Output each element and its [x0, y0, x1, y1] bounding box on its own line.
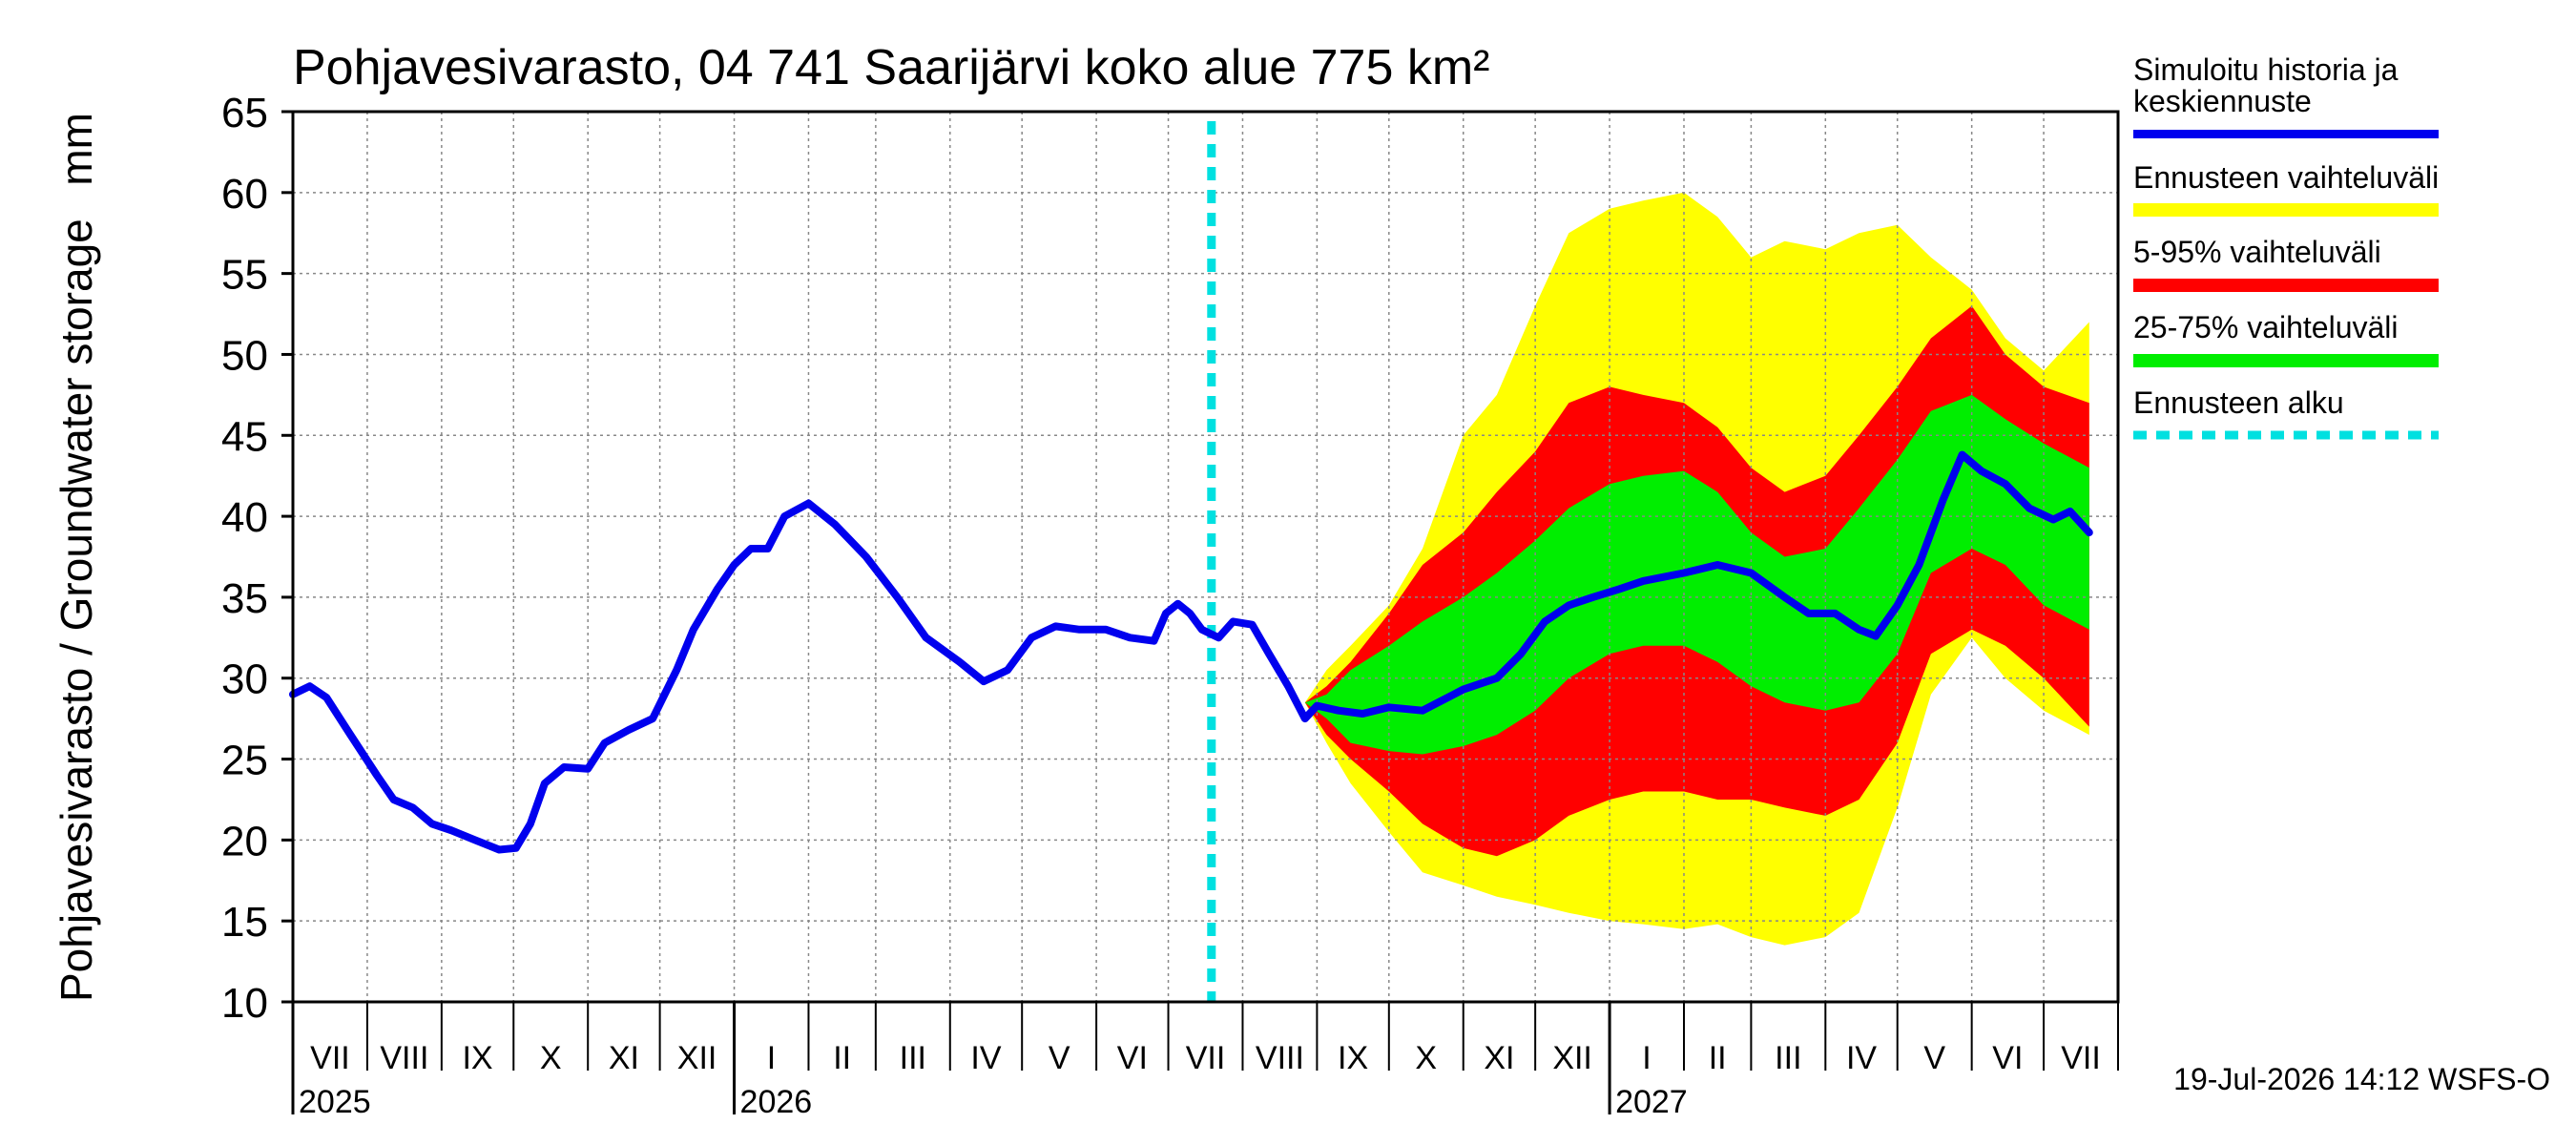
month-label: I	[1642, 1040, 1651, 1076]
month-label: V	[1049, 1040, 1070, 1076]
month-label: VII	[1186, 1040, 1226, 1076]
grid	[293, 112, 2118, 1002]
year-label: 2025	[299, 1084, 371, 1120]
y-tick-label: 35	[221, 575, 268, 622]
legend-swatch-range	[2133, 203, 2439, 217]
month-label: IV	[970, 1040, 1001, 1076]
simulated-line	[289, 450, 2093, 854]
y-tick-label: 30	[221, 656, 268, 703]
series-lines	[289, 121, 2093, 1002]
legend: Simuloitu historia ja keskiennuste Ennus…	[2133, 52, 2439, 440]
month-label: IV	[1846, 1040, 1877, 1076]
y-axis-label: Pohjavesivarasto / Groundwater storage	[52, 219, 101, 1002]
month-label: VIII	[1256, 1040, 1304, 1076]
month-label: VI	[1992, 1040, 2023, 1076]
month-label: V	[1923, 1040, 1945, 1076]
y-tick-label: 10	[221, 980, 268, 1027]
month-label: XII	[677, 1040, 717, 1076]
month-label: VIII	[380, 1040, 428, 1076]
month-label: XI	[1484, 1040, 1514, 1076]
y-tick-label: 20	[221, 818, 268, 864]
band-25-75	[1304, 394, 2089, 755]
y-tick-label: 65	[221, 90, 268, 136]
chart-title: Pohjavesivarasto, 04 741 Saarijärvi koko…	[293, 40, 1489, 95]
month-label: IX	[1338, 1040, 1368, 1076]
year-label: 2027	[1615, 1084, 1688, 1120]
legend-label-25-75: 25-75% vaihteluväli	[2133, 310, 2399, 344]
y-tick-label: 25	[221, 738, 268, 784]
y-tick-label: 45	[221, 413, 268, 460]
month-label: I	[767, 1040, 776, 1076]
month-label: II	[833, 1040, 851, 1076]
month-label: X	[540, 1040, 562, 1076]
legend-swatch-simulated	[2133, 130, 2439, 138]
y-tick-label: 50	[221, 332, 268, 379]
legend-label-5-95: 5-95% vaihteluväli	[2133, 235, 2381, 269]
legend-label-simulated-1: Simuloitu historia ja	[2133, 52, 2399, 87]
month-label: IX	[462, 1040, 492, 1076]
month-label: X	[1415, 1040, 1437, 1076]
legend-label-simulated-2: keskiennuste	[2133, 84, 2312, 118]
y-axis-unit: mm	[52, 113, 101, 186]
month-label: VI	[1117, 1040, 1148, 1076]
y-tick-label: 60	[221, 171, 268, 218]
month-label: VII	[2061, 1040, 2101, 1076]
month-label: VII	[310, 1040, 350, 1076]
month-label: III	[900, 1040, 926, 1076]
legend-swatch-25-75	[2133, 354, 2439, 367]
legend-label-range: Ennusteen vaihteluväli	[2133, 160, 2439, 195]
month-label: XI	[609, 1040, 639, 1076]
month-label: II	[1709, 1040, 1727, 1076]
y-tick-label: 40	[221, 494, 268, 541]
year-label: 2026	[740, 1084, 813, 1120]
timestamp-footer: 19-Jul-2026 14:12 WSFS-O	[2173, 1062, 2550, 1096]
legend-label-forecast-start: Ennusteen alku	[2133, 385, 2344, 420]
y-tick-label: 55	[221, 252, 268, 299]
plot-frame	[291, 110, 2120, 1004]
month-label: III	[1775, 1040, 1801, 1076]
month-label: XII	[1552, 1040, 1592, 1076]
y-tick-label: 15	[221, 899, 268, 946]
legend-swatch-5-95	[2133, 279, 2439, 292]
